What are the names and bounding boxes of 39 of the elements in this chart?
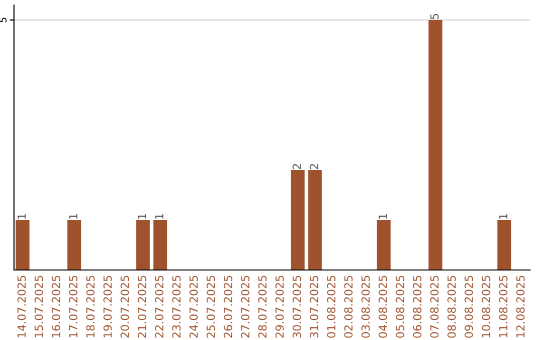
x-tick-label: 15.07.2025 [34, 276, 44, 338]
data-label: 1 [69, 214, 78, 219]
x-tick-label: 14.07.2025 [17, 276, 26, 338]
x-tick-label: 09.08.2025 [464, 276, 474, 338]
data-label: 2 [292, 164, 301, 170]
x-tick-label: 16.07.2025 [52, 276, 60, 338]
x-tick-label: 03.08.2025 [361, 276, 370, 338]
data-label: 1 [499, 214, 508, 219]
x-tick-label: 06.08.2025 [413, 276, 422, 338]
data-label: 1 [155, 214, 164, 219]
data-label: 1 [18, 214, 26, 219]
x-tick-label: 05.08.2025 [396, 276, 404, 338]
x-tick-label: 21.07.2025 [138, 276, 146, 338]
x-tick-label: 07.08.2025 [430, 276, 439, 338]
x-tick-label: 01.08.2025 [327, 276, 336, 338]
x-tick-label: 22.07.2025 [155, 276, 164, 338]
data-label: 2 [310, 164, 318, 170]
x-tick-label: 31.07.2025 [310, 276, 318, 338]
x-tick-label: 27.07.2025 [241, 276, 250, 338]
x-tick-label: 25.07.2025 [206, 276, 216, 338]
x-tick-label: 02.08.2025 [344, 276, 353, 338]
x-tick-label: 26.07.2025 [224, 276, 232, 338]
x-tick-label: 28.07.2025 [258, 276, 267, 338]
x-tick-label: 11.08.2025 [499, 276, 508, 338]
x-tick-label: 24.07.2025 [189, 276, 198, 338]
data-label: 1 [378, 214, 387, 219]
data-label: 5 [430, 14, 439, 20]
x-tick-label: 12.08.2025 [516, 276, 525, 338]
x-tick-label: 18.07.2025 [86, 276, 95, 338]
x-tick-label: 08.08.2025 [447, 276, 456, 338]
x-tick-label: 04.08.2025 [378, 276, 388, 338]
x-tick-label: 19.07.2025 [103, 276, 112, 338]
x-tick-label: 17.07.2025 [69, 276, 78, 338]
x-tick-label: 29.07.2025 [275, 276, 284, 338]
data-label: 1 [138, 214, 146, 219]
x-tick-label: 30.07.2025 [292, 276, 302, 338]
x-tick-label: 23.07.2025 [172, 276, 181, 338]
x-tick-label: 10.08.2025 [482, 276, 490, 338]
x-tick-label: 20.07.2025 [120, 276, 130, 338]
